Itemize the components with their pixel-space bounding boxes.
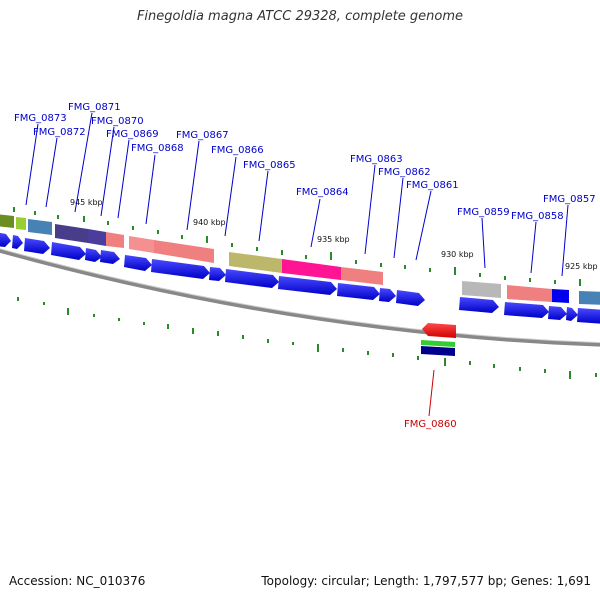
kbp-label-925: 925 kbp bbox=[565, 262, 598, 271]
gene-label-FMG_0873: FMG_0873 bbox=[14, 113, 67, 124]
gene-label-FMG_0869: FMG_0869 bbox=[106, 129, 159, 140]
gene-label-FMG_0870: FMG_0870 bbox=[91, 116, 144, 127]
gene-label-FMG_0858: FMG_0858 bbox=[511, 211, 564, 222]
kbp-label-945: 945 kbp bbox=[70, 198, 103, 207]
gene-label-FMG_0871: FMG_0871 bbox=[68, 102, 121, 113]
gene-label-FMG_0868: FMG_0868 bbox=[131, 143, 184, 154]
gene-label-FMG_0866: FMG_0866 bbox=[211, 145, 264, 156]
gene-label-FMG_0861: FMG_0861 bbox=[406, 180, 459, 191]
gene-label-FMG_0872: FMG_0872 bbox=[33, 127, 86, 138]
genome-summary-text: Topology: circular; Length: 1,797,577 bp… bbox=[261, 574, 591, 588]
position-markers: 945 kbp 940 kbp 935 kbp 930 kbp 925 kbp bbox=[70, 198, 598, 271]
gene-leader-FMG_0860 bbox=[428, 369, 435, 417]
kbp-label-935: 935 kbp bbox=[317, 235, 350, 244]
genome-backbone bbox=[0, 248, 600, 347]
accession-text: Accession: NC_010376 bbox=[9, 574, 146, 588]
gene-label-FMG_0862: FMG_0862 bbox=[378, 167, 431, 178]
gene-label-leaders bbox=[25, 112, 569, 277]
gene-labels: FMG_0873 FMG_0872 FMG_0871 FMG_0870 FMG_… bbox=[14, 102, 596, 430]
gene-label-FMG_0865: FMG_0865 bbox=[243, 160, 296, 171]
gene-label-FMG_0859: FMG_0859 bbox=[457, 207, 510, 218]
gene-label-FMG_0864: FMG_0864 bbox=[296, 187, 349, 198]
gc-ticks-upper bbox=[13, 207, 581, 286]
gene-label-FMG_0867: FMG_0867 bbox=[176, 130, 229, 141]
kbp-label-940: 940 kbp bbox=[193, 218, 226, 227]
kbp-label-930: 930 kbp bbox=[441, 250, 474, 259]
cds-arrows-forward bbox=[0, 232, 600, 324]
map-title: Finegoldia magna ATCC 29328, complete ge… bbox=[136, 9, 464, 24]
gene-label-FMG_0857: FMG_0857 bbox=[543, 194, 596, 205]
gene-label-FMG_0860: FMG_0860 bbox=[404, 419, 457, 430]
gc-ticks-lower bbox=[17, 297, 597, 379]
gene-label-FMG_0863: FMG_0863 bbox=[350, 154, 403, 165]
cds-reverse-strand bbox=[421, 323, 456, 356]
feature-bars bbox=[0, 214, 600, 305]
